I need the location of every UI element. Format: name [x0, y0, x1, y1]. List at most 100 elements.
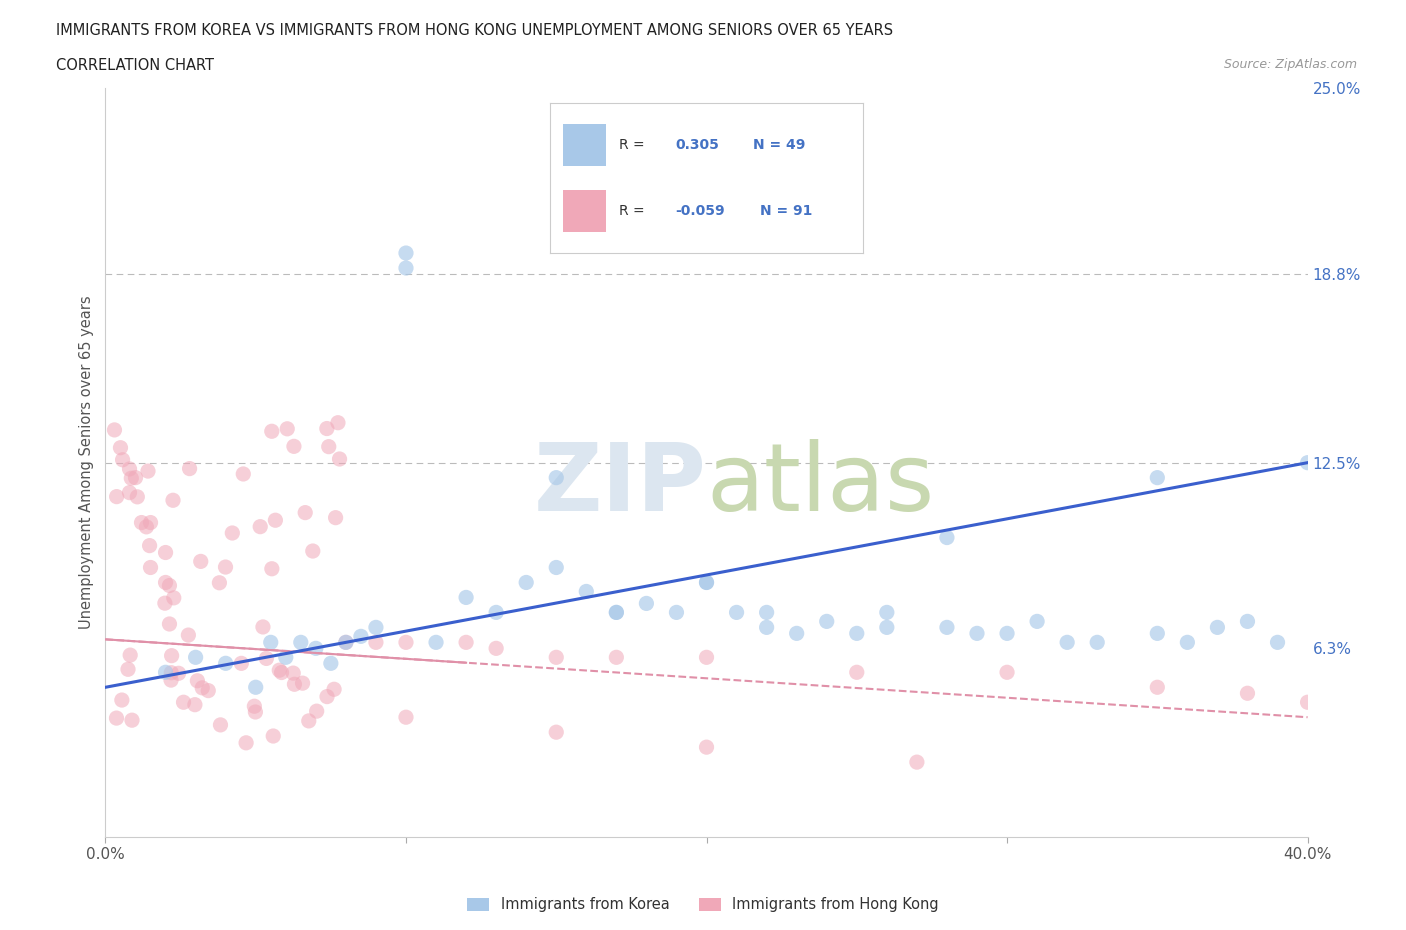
Point	[260, 424, 283, 439]
Point	[160, 648, 183, 663]
Point	[665, 605, 688, 620]
Point	[966, 626, 988, 641]
Point	[1175, 635, 1198, 650]
Point	[454, 635, 477, 650]
Point	[270, 665, 292, 680]
Point	[184, 650, 207, 665]
Point	[546, 471, 568, 485]
Point	[269, 663, 291, 678]
Point	[214, 656, 236, 671]
Point	[696, 575, 718, 590]
Point	[395, 635, 418, 650]
Y-axis label: Unemployment Among Seniors over 65 years: Unemployment Among Seniors over 65 years	[79, 296, 94, 630]
Point	[127, 489, 149, 504]
Point	[111, 452, 134, 467]
Point	[1267, 635, 1289, 650]
Point	[316, 689, 339, 704]
Point	[221, 525, 243, 540]
Point	[696, 650, 718, 665]
Point	[190, 554, 212, 569]
Point	[111, 693, 134, 708]
Point	[105, 711, 128, 725]
Point	[546, 724, 568, 739]
Point	[425, 635, 447, 650]
Point	[605, 605, 627, 620]
Point	[254, 651, 277, 666]
Text: Source: ZipAtlas.com: Source: ZipAtlas.com	[1223, 58, 1357, 71]
Point	[118, 485, 141, 500]
Point	[120, 471, 142, 485]
Point	[335, 635, 357, 650]
Point	[276, 421, 298, 436]
Point	[815, 614, 838, 629]
Point	[636, 596, 658, 611]
Point	[326, 416, 349, 431]
Point	[131, 515, 153, 530]
Point	[120, 647, 142, 662]
Text: atlas: atlas	[707, 439, 935, 531]
Point	[546, 650, 568, 665]
Point	[485, 641, 508, 656]
Point	[274, 650, 297, 665]
Point	[290, 635, 312, 650]
Point	[243, 698, 266, 713]
Point	[262, 728, 284, 743]
Point	[186, 673, 208, 688]
Point	[725, 605, 748, 620]
Point	[173, 695, 195, 710]
Point	[905, 755, 928, 770]
Point	[328, 452, 350, 467]
Point	[163, 591, 186, 605]
Point	[117, 662, 139, 677]
Point	[231, 656, 253, 671]
Point	[350, 629, 373, 644]
Point	[209, 717, 232, 732]
Point	[1026, 614, 1049, 629]
Point	[995, 665, 1018, 680]
Point	[283, 439, 305, 454]
Point	[364, 635, 387, 650]
Point	[485, 605, 508, 620]
Point	[696, 575, 718, 590]
Point	[179, 461, 201, 476]
Point	[191, 681, 214, 696]
Point	[283, 666, 305, 681]
Point	[167, 666, 190, 681]
Point	[1236, 685, 1258, 700]
Point	[696, 739, 718, 754]
Point	[118, 461, 141, 476]
Point	[318, 439, 340, 454]
Point	[454, 590, 477, 604]
Point	[755, 605, 778, 620]
Point	[1146, 680, 1168, 695]
Point	[264, 512, 287, 527]
Point	[121, 712, 143, 727]
Point	[845, 665, 868, 680]
Point	[260, 635, 283, 650]
Point	[786, 626, 808, 641]
Point	[135, 519, 157, 534]
Point	[936, 530, 959, 545]
Point	[110, 440, 132, 455]
Point	[298, 713, 321, 728]
Point	[1146, 471, 1168, 485]
Point	[177, 628, 200, 643]
Point	[605, 650, 627, 665]
Point	[1236, 614, 1258, 629]
Point	[395, 260, 418, 275]
Point	[136, 464, 159, 479]
Point	[197, 684, 219, 698]
Point	[153, 596, 176, 611]
Point	[160, 665, 183, 680]
Point	[105, 489, 128, 504]
Point	[395, 710, 418, 724]
Point	[325, 511, 347, 525]
Point	[162, 493, 184, 508]
Point	[1085, 635, 1108, 650]
Point	[139, 515, 162, 530]
Point	[214, 560, 236, 575]
Point	[305, 704, 328, 719]
Point	[124, 471, 146, 485]
Point	[159, 578, 181, 593]
Point	[155, 545, 177, 560]
